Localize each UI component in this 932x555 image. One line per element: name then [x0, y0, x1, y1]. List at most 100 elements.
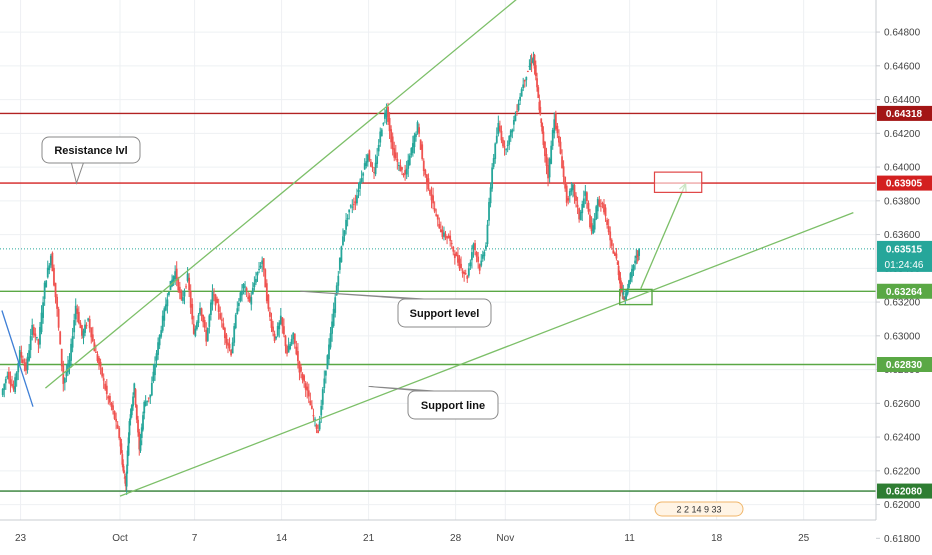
time-axis[interactable]: 23 Oct 7 14 21 28 Nov 11 18 25: [15, 533, 810, 544]
callout-box: [397, 298, 492, 328]
entry-box[interactable]: [618, 288, 653, 306]
candle-body: [34, 333, 37, 337]
candle-body: [250, 297, 253, 305]
target-box[interactable]: [653, 171, 703, 193]
candle-body: [497, 122, 500, 135]
candle-body: [276, 325, 279, 336]
price-tick-label: 0.62400: [884, 433, 921, 444]
callout-box: [41, 136, 141, 164]
candle-body: [421, 144, 424, 159]
candle-body: [73, 320, 76, 333]
candle-body: [320, 405, 323, 416]
candle-body: [140, 427, 143, 438]
current-price-tag: 0.63515: [886, 244, 923, 255]
candle-body: [324, 370, 327, 376]
time-tick-label: 7: [192, 533, 198, 544]
candle-body: [343, 230, 346, 236]
candle-body: [360, 177, 363, 182]
candle-body: [474, 243, 476, 251]
candle-body: [18, 350, 21, 364]
trendlines[interactable]: [1, 0, 854, 497]
candle-body: [345, 219, 347, 230]
candle-body: [177, 277, 180, 291]
candle-body: [565, 185, 568, 203]
candle-body: [220, 319, 223, 321]
candle-body: [160, 330, 163, 337]
candle-body: [314, 418, 316, 420]
candle-body: [416, 122, 419, 133]
candle-body: [154, 364, 156, 376]
candle-body: [586, 192, 588, 202]
candle-body: [625, 293, 628, 297]
candle-body: [21, 359, 24, 363]
trendline-channel-upper[interactable]: [45, 0, 552, 389]
trendline-old-down[interactable]: [1, 310, 34, 407]
candle-body: [610, 239, 613, 246]
candle-body: [335, 285, 338, 296]
candle-body: [161, 315, 164, 331]
candle-body: [348, 209, 351, 213]
candle-body: [49, 255, 52, 266]
price-tick-label: 0.64800: [884, 28, 921, 39]
candle-body: [636, 255, 639, 257]
callout-resistance-lvl[interactable]: Resistance lvl: [41, 136, 141, 185]
callout-text: Support level: [410, 308, 480, 320]
candle-body: [192, 324, 195, 334]
candle-body: [62, 365, 65, 384]
projection-arrow[interactable]: [640, 183, 687, 289]
candle-body: [371, 166, 374, 168]
candle-body: [315, 424, 318, 429]
time-tick-label: 28: [450, 533, 462, 544]
candle-body: [446, 236, 448, 239]
trendline-support-line[interactable]: [119, 212, 854, 497]
countdown-timer: 01:24:46: [885, 260, 924, 271]
horizontal-levels[interactable]: [0, 112, 876, 492]
candle-body: [460, 263, 462, 269]
candle-body: [119, 440, 122, 447]
candle-body: [615, 253, 618, 259]
candle-body: [157, 342, 159, 355]
candle-body: [447, 235, 450, 239]
price-tag-0.63905: 0.63905: [886, 179, 923, 190]
candle-body: [256, 272, 259, 276]
callouts[interactable]: Resistance lvl Support level Support line: [41, 136, 499, 420]
candle-body: [624, 296, 627, 299]
candle-body: [568, 191, 571, 197]
candle-body: [396, 158, 399, 162]
candle-body: [592, 225, 595, 234]
candle-body: [71, 336, 74, 348]
candle-body: [619, 277, 622, 289]
candle-body: [370, 161, 372, 167]
price-tag-0.62080: 0.62080: [886, 487, 923, 498]
drawing-boxes[interactable]: [618, 171, 703, 306]
candle-body: [175, 268, 178, 281]
candle-body: [429, 189, 431, 195]
events-badge[interactable]: 2 2 14 9 33: [654, 501, 744, 517]
candle-body: [90, 327, 93, 338]
candle-body: [129, 414, 132, 420]
candle-body: [247, 296, 250, 299]
candle-body: [407, 159, 410, 169]
candle-body: [35, 336, 38, 338]
candle-body: [331, 321, 333, 334]
candle-body: [365, 161, 368, 167]
candle-body: [194, 328, 197, 337]
candle-body: [25, 362, 27, 371]
candle-body: [116, 424, 119, 429]
candle-body: [489, 187, 492, 204]
candle-body: [130, 405, 133, 416]
candle-body: [530, 61, 533, 64]
price-tick-label: 0.64200: [884, 129, 921, 140]
callout-support-line[interactable]: Support line: [368, 385, 499, 420]
candle-body: [618, 273, 621, 280]
candle-body: [15, 372, 18, 381]
candle-body: [230, 349, 232, 356]
candle-body: [164, 304, 167, 311]
candle-body: [287, 345, 290, 353]
candle-body: [298, 361, 301, 373]
candle-body: [377, 145, 380, 152]
candle-body: [317, 430, 320, 434]
candle-body: [349, 205, 352, 207]
callout-support-level[interactable]: Support level: [300, 290, 492, 328]
